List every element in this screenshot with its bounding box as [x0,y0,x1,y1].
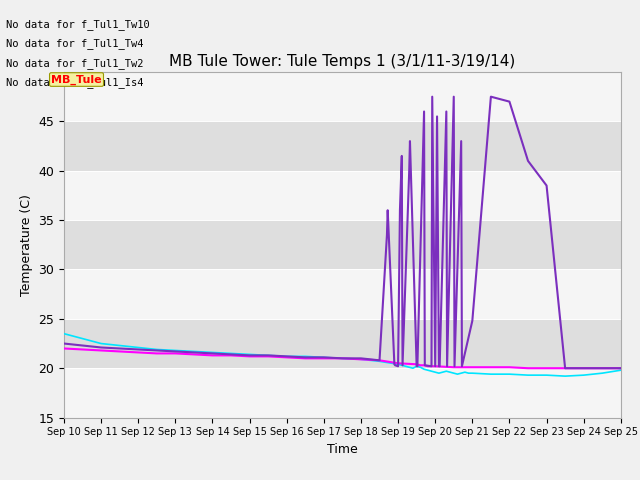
Text: No data for f_Tul1_Is4: No data for f_Tul1_Is4 [6,77,144,88]
Bar [64,171,621,220]
Text: No data for f_Tul1_Tw10: No data for f_Tul1_Tw10 [6,19,150,30]
Y-axis label: Temperature (C): Temperature (C) [20,194,33,296]
Bar [64,319,621,368]
Text: No data for f_Tul1_Tw2: No data for f_Tul1_Tw2 [6,58,144,69]
X-axis label: Time: Time [327,443,358,456]
Text: No data for f_Tul1_Tw4: No data for f_Tul1_Tw4 [6,38,144,49]
Bar [64,220,621,269]
Bar [64,72,621,121]
Bar [64,368,621,418]
Text: MB_Tule: MB_Tule [51,74,102,84]
Bar [64,269,621,319]
Title: MB Tule Tower: Tule Temps 1 (3/1/11-3/19/14): MB Tule Tower: Tule Temps 1 (3/1/11-3/19… [169,54,516,70]
Bar [64,121,621,171]
